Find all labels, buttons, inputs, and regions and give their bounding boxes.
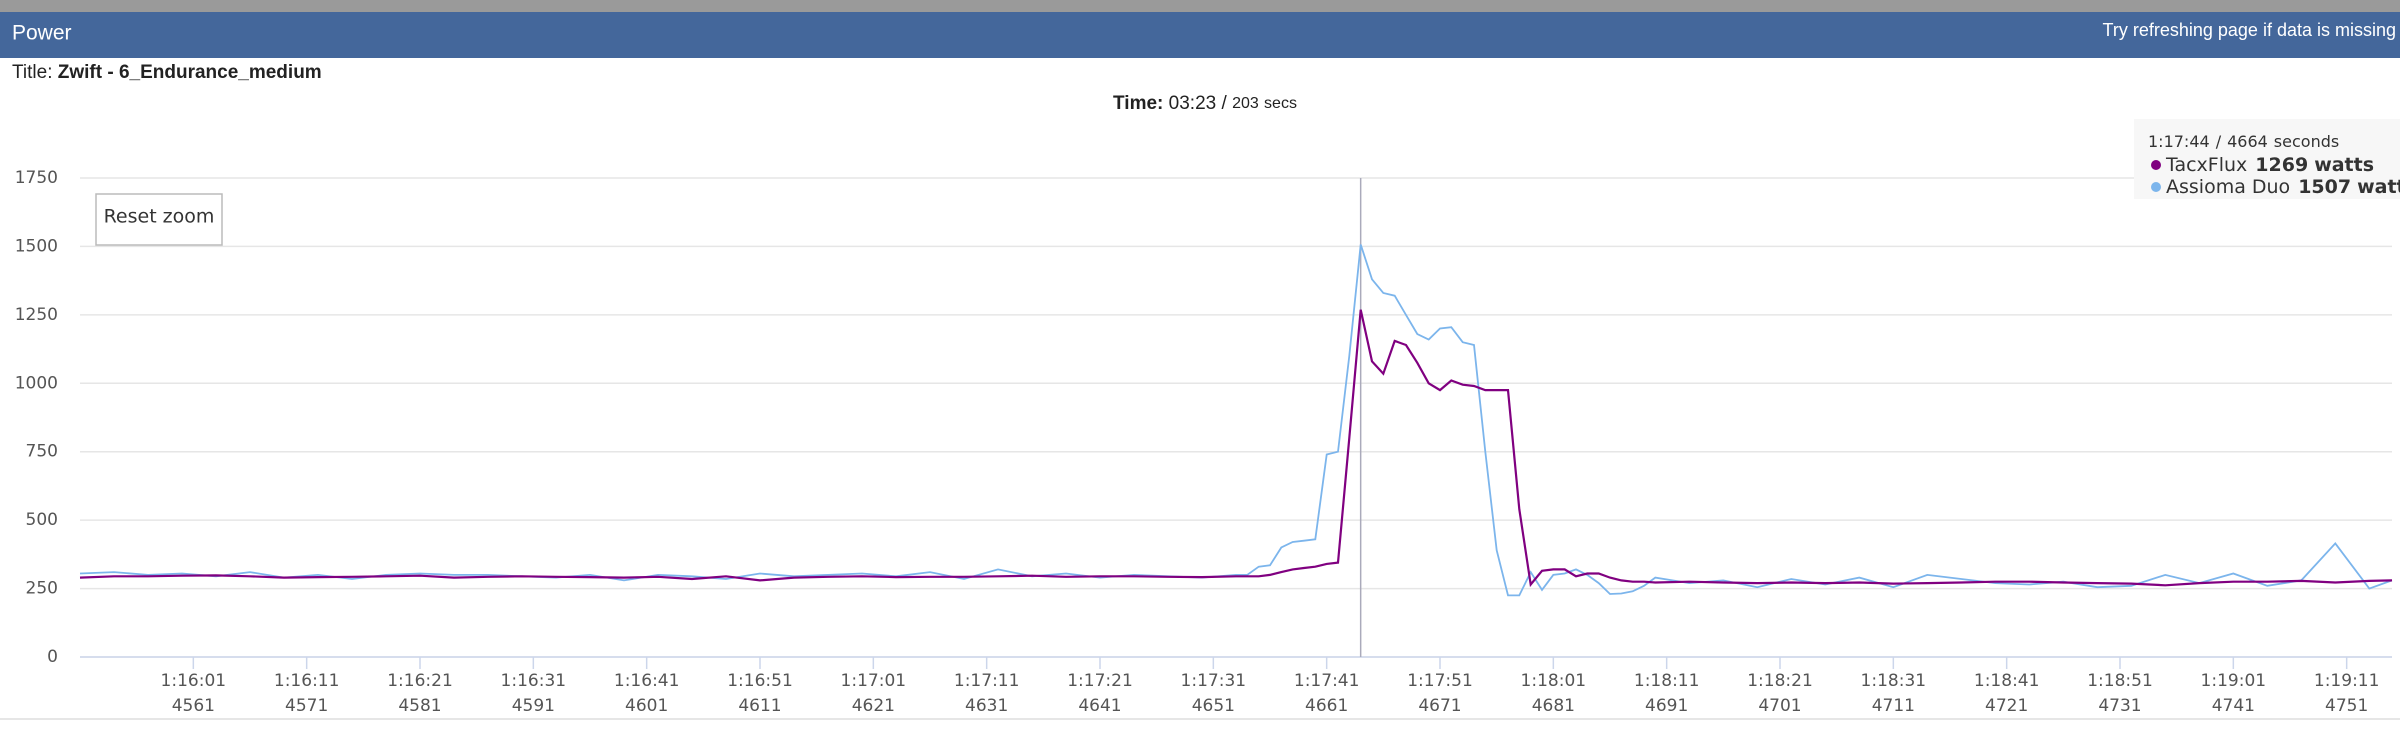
series-line [79,309,2393,588]
x-tick-seconds: 4751 [2325,696,2368,716]
x-tick-label: 1:17:41 [1294,671,1360,691]
x-tick-seconds: 4651 [1192,696,1235,716]
time-label: Time: [1113,93,1163,114]
x-tick-label: 1:16:11 [274,671,340,691]
tooltip-unit: watts [2314,154,2374,176]
y-tick-label: 1500 [15,236,58,256]
duration: 203 [1232,95,1259,112]
x-tick-seconds: 4661 [1305,696,1348,716]
x-tick-seconds: 4601 [625,696,668,716]
tooltip-row: Assioma Duo 1507 watts [2166,176,2400,198]
x-tick-label: 1:17:31 [1181,671,1247,691]
x-tick-label: 1:17:51 [1407,671,1473,691]
y-tick-label: 0 [47,647,58,667]
reset-zoom-label[interactable]: Reset zoom [104,206,215,228]
header-notice: Try refreshing page if data is missing [2103,20,2396,40]
header-bar [0,12,2400,58]
y-tick-label: 750 [26,442,58,462]
y-tick-label: 1250 [15,305,58,325]
x-tick-seconds: 4581 [398,696,441,716]
x-tick-label: 1:19:01 [2201,671,2267,691]
tooltip-x-unit: seconds [2274,132,2339,151]
x-tick-seconds: 4701 [1758,696,1801,716]
tooltip-header: 1:17:44 / 4664 seconds [2148,132,2339,151]
y-tick-label: 1750 [15,168,58,188]
tooltip-unit: watts [2357,176,2400,198]
tooltip-series-name: Assioma Duo [2166,176,2290,198]
x-tick-label: 1:18:31 [1861,671,1927,691]
tooltip-box [2134,119,2400,199]
x-tick-label: 1:16:51 [727,671,793,691]
x-tick-seconds: 4631 [965,696,1008,716]
x-tick-label: 1:16:21 [387,671,453,691]
tooltip-marker [2151,182,2161,192]
x-tick-seconds: 4691 [1645,696,1688,716]
tooltip-seconds: 4664 [2227,132,2268,151]
x-tick-label: 1:19:11 [2314,671,2380,691]
x-tick-seconds: 4641 [1078,696,1121,716]
x-tick-label: 1:16:01 [161,671,227,691]
x-tick-seconds: 4591 [512,696,555,716]
x-tick-label: 1:18:21 [1747,671,1813,691]
x-tick-seconds: 4711 [1872,696,1915,716]
x-tick-seconds: 4611 [738,696,781,716]
title-label: Title: [12,62,52,83]
reset-zoom-button[interactable]: Reset zoom [95,193,223,246]
y-tick-label: 250 [26,579,58,599]
tooltip-row: TacxFlux 1269 watts [2165,154,2374,176]
title-line: Title: Zwift - 6_Endurance_medium [12,62,322,83]
x-tick-label: 1:18:11 [1634,671,1700,691]
reset-zoom-box[interactable] [95,193,223,246]
x-tick-label: 1:17:01 [841,671,907,691]
x-tick-label: 1:18:01 [1521,671,1587,691]
x-tick-seconds: 4561 [172,696,215,716]
x-tick-label: 1:18:41 [1974,671,2040,691]
top-strip [0,0,2400,12]
title-value: Zwift - 6_Endurance_medium [58,62,322,83]
x-tick-seconds: 4731 [2098,696,2141,716]
tooltip-value: 1269 [2255,154,2308,176]
x-tick-label: 1:16:31 [501,671,567,691]
x-tick-seconds: 4621 [852,696,895,716]
time-value: 03:23 [1169,93,1217,114]
x-tick-label: 1:18:51 [2087,671,2153,691]
tooltip-sep: / [2216,132,2222,151]
time-sep: / [1222,93,1228,114]
x-tick-seconds: 4681 [1532,696,1575,716]
plot: 0 250 500 750 1000 1250 1500 1750 1:16:01 4561 1:1… [15,168,2393,716]
x-tick-label: 1:17:11 [954,671,1020,691]
x-tick-seconds: 4671 [1418,696,1461,716]
tooltip-marker [2151,160,2161,170]
header-title: Power [12,22,72,45]
x-tick-seconds: 4721 [1985,696,2028,716]
x-tick-seconds: 4571 [285,696,328,716]
series-line [79,244,2393,597]
tooltip-value: 1507 [2298,176,2351,198]
tooltip-series-name: TacxFlux [2165,154,2247,176]
x-tick-seconds: 4741 [2212,696,2255,716]
tooltip-time: 1:17:44 [2148,132,2210,151]
y-tick-label: 500 [26,510,58,530]
time-line: Time: 03:23 / 203 secs [1113,93,1297,114]
y-tick-label: 1000 [15,373,58,393]
x-tick-label: 1:16:41 [614,671,680,691]
x-tick-label: 1:17:21 [1067,671,1133,691]
duration-unit: secs [1264,95,1297,112]
